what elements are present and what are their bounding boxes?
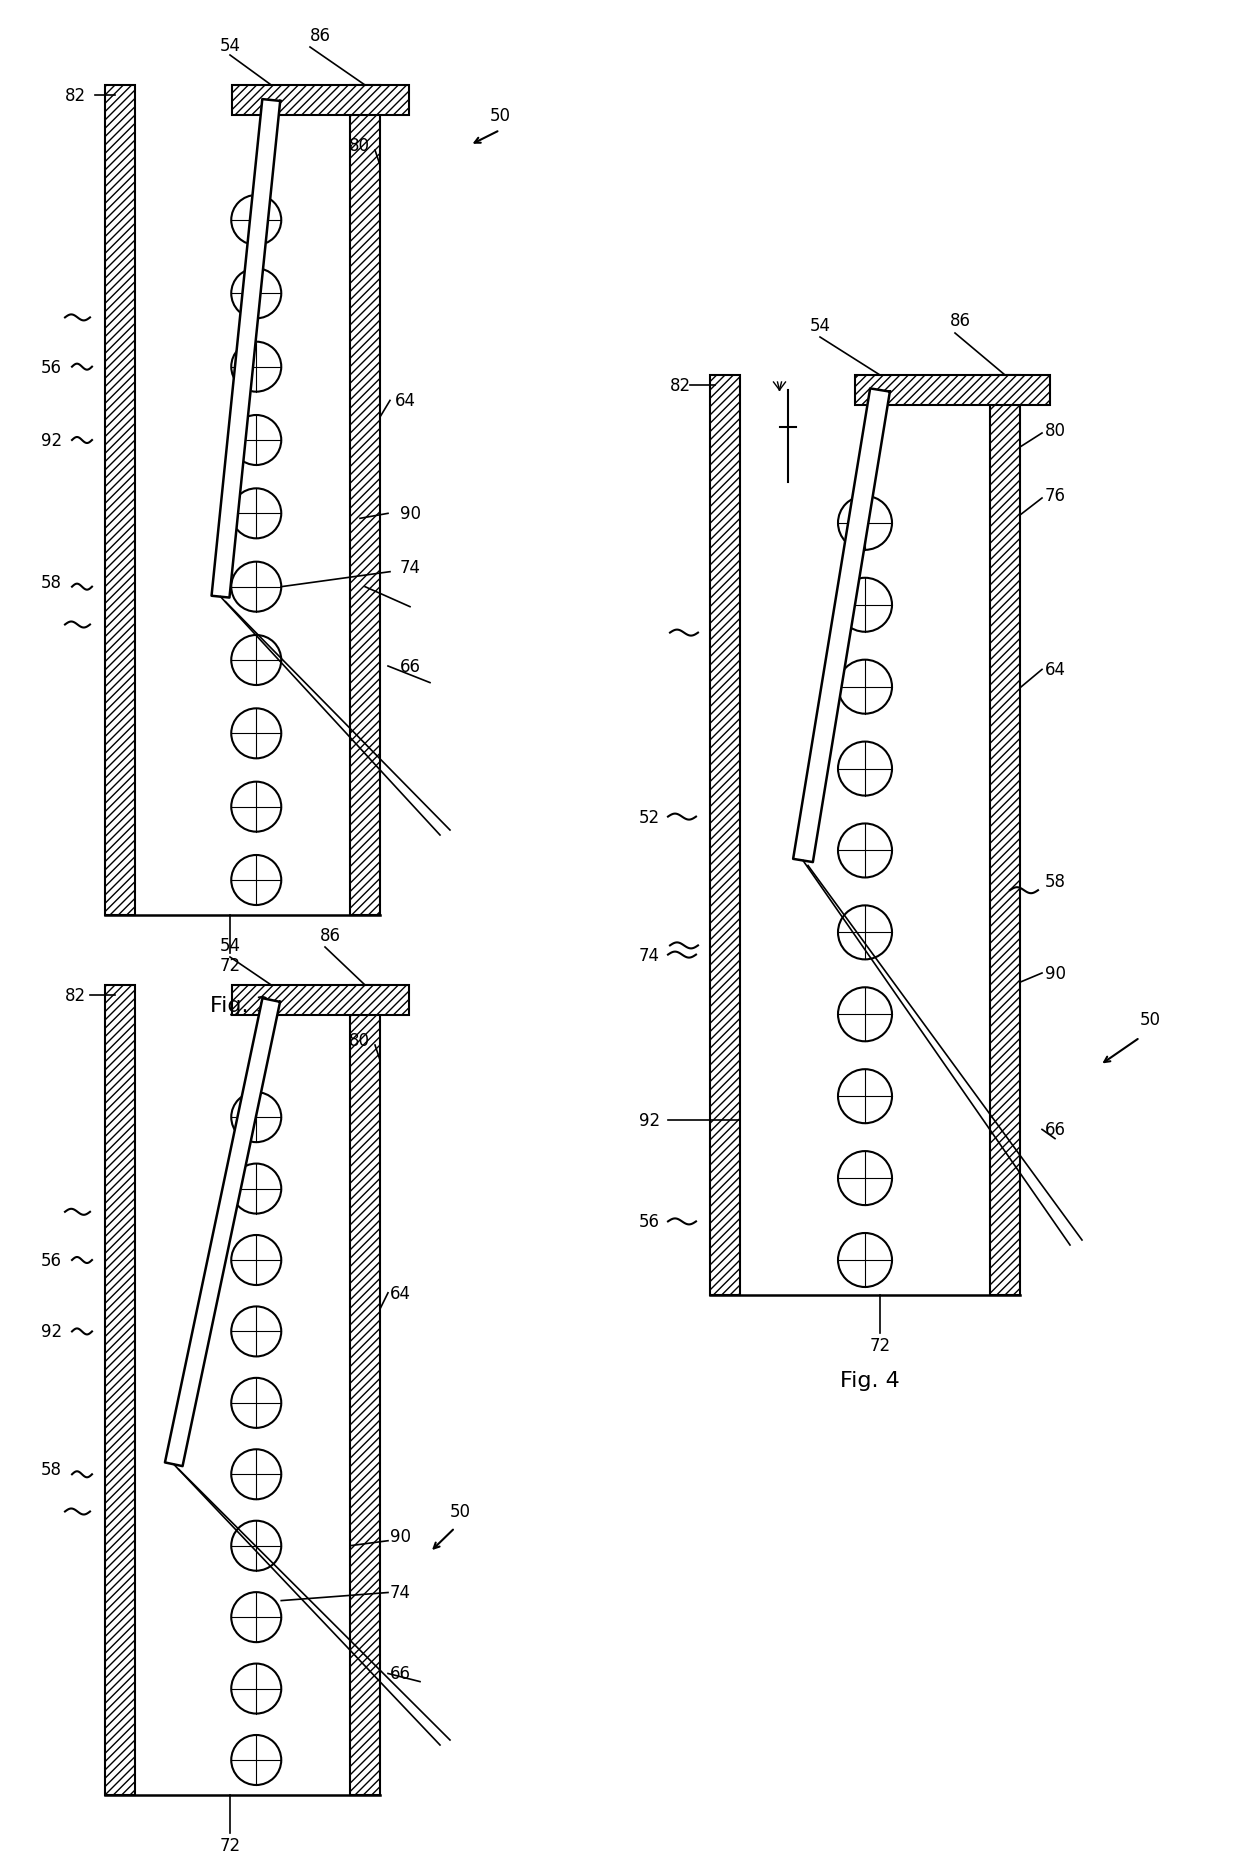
Text: 50: 50	[490, 108, 511, 124]
Polygon shape	[212, 100, 280, 599]
Polygon shape	[165, 998, 280, 1465]
Text: 74: 74	[401, 558, 422, 577]
Text: 72: 72	[219, 957, 241, 974]
Text: 56: 56	[41, 358, 62, 377]
Text: 90: 90	[401, 505, 422, 523]
Text: 82: 82	[670, 377, 691, 395]
Bar	[105, 985, 135, 1796]
Text: 52: 52	[639, 809, 660, 825]
Text: 54: 54	[219, 37, 241, 56]
Text: 80: 80	[348, 1031, 370, 1050]
Text: 58: 58	[1045, 872, 1066, 890]
Bar	[350, 85, 379, 916]
Text: 82: 82	[64, 987, 86, 1004]
Text: 58: 58	[41, 1460, 62, 1478]
Text: 64: 64	[1045, 660, 1066, 679]
Text: 90: 90	[1045, 965, 1066, 983]
Text: 86: 86	[320, 926, 341, 944]
Text: 92: 92	[41, 1323, 62, 1341]
Text: 66: 66	[401, 659, 422, 675]
Text: 54: 54	[219, 937, 241, 955]
Text: 80: 80	[1045, 421, 1066, 440]
Bar	[711, 377, 740, 1295]
Text: 58: 58	[41, 573, 62, 592]
Text: 74: 74	[391, 1584, 410, 1601]
Text: 66: 66	[1045, 1120, 1066, 1139]
Text: 80: 80	[348, 137, 370, 156]
Text: Fig. 4: Fig. 4	[841, 1371, 900, 1389]
Bar	[856, 377, 1050, 406]
Text: 56: 56	[639, 1213, 660, 1230]
Bar	[232, 985, 409, 1015]
Text: 72: 72	[869, 1336, 890, 1354]
Text: 74: 74	[639, 946, 660, 965]
Text: 86: 86	[950, 312, 971, 330]
Text: 82: 82	[64, 87, 86, 106]
Text: 76: 76	[1045, 486, 1066, 505]
Text: 66: 66	[391, 1664, 410, 1682]
Text: 50: 50	[449, 1503, 470, 1521]
Bar	[105, 85, 135, 916]
Text: 64: 64	[396, 391, 415, 410]
Polygon shape	[794, 390, 890, 863]
Text: 72: 72	[219, 1836, 241, 1853]
Text: 92: 92	[41, 432, 62, 449]
Text: Fig. 3: Fig. 3	[210, 996, 270, 1015]
Text: 90: 90	[391, 1527, 410, 1545]
Text: 92: 92	[639, 1111, 660, 1130]
Text: 56: 56	[41, 1252, 62, 1269]
Bar	[990, 377, 1021, 1295]
Text: 50: 50	[1140, 1011, 1161, 1028]
Bar	[232, 85, 409, 115]
Text: 54: 54	[810, 317, 831, 334]
Text: 86: 86	[310, 28, 331, 45]
Bar	[350, 985, 379, 1796]
Text: 64: 64	[391, 1284, 410, 1302]
